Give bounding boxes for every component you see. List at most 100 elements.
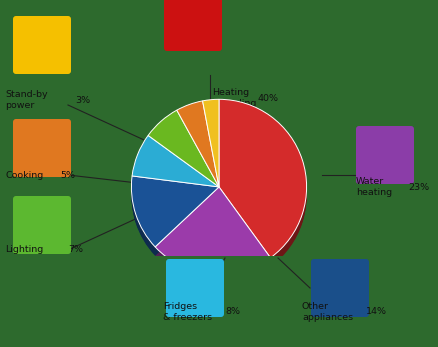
Wedge shape — [148, 113, 219, 190]
FancyBboxPatch shape — [311, 259, 369, 317]
Wedge shape — [148, 118, 219, 194]
Text: 3%: 3% — [75, 95, 90, 104]
Wedge shape — [203, 107, 219, 194]
Wedge shape — [148, 110, 219, 187]
Wedge shape — [131, 184, 219, 255]
Wedge shape — [203, 99, 219, 187]
Wedge shape — [148, 116, 219, 193]
Wedge shape — [177, 101, 219, 187]
FancyBboxPatch shape — [13, 16, 71, 74]
Wedge shape — [219, 108, 307, 266]
Wedge shape — [177, 101, 219, 187]
Wedge shape — [177, 104, 219, 190]
Wedge shape — [219, 106, 307, 264]
Text: 14%: 14% — [366, 307, 387, 316]
Wedge shape — [155, 189, 271, 277]
Wedge shape — [203, 100, 219, 188]
Text: Fridges
& freezers: Fridges & freezers — [163, 302, 212, 322]
Wedge shape — [203, 102, 219, 189]
Wedge shape — [219, 108, 307, 267]
Wedge shape — [203, 101, 219, 188]
Text: Stand-by
power: Stand-by power — [5, 90, 48, 110]
Text: 40%: 40% — [258, 93, 279, 102]
Text: Water
heating: Water heating — [356, 177, 392, 197]
Wedge shape — [203, 104, 219, 192]
Wedge shape — [219, 101, 307, 260]
Wedge shape — [148, 117, 219, 193]
Text: Heating
& cooling: Heating & cooling — [212, 88, 256, 108]
FancyBboxPatch shape — [13, 119, 71, 177]
Wedge shape — [131, 178, 219, 248]
Wedge shape — [155, 187, 271, 274]
Wedge shape — [131, 181, 219, 253]
Text: 7%: 7% — [68, 245, 83, 254]
Wedge shape — [132, 137, 219, 188]
Wedge shape — [177, 107, 219, 193]
Wedge shape — [177, 108, 219, 194]
Wedge shape — [131, 176, 219, 247]
Wedge shape — [219, 107, 307, 265]
Wedge shape — [177, 102, 219, 188]
Wedge shape — [132, 135, 219, 187]
Wedge shape — [219, 102, 307, 260]
Wedge shape — [148, 112, 219, 189]
Wedge shape — [177, 106, 219, 192]
Wedge shape — [203, 99, 219, 187]
Wedge shape — [132, 142, 219, 193]
Wedge shape — [155, 193, 271, 281]
Text: Lighting: Lighting — [5, 245, 43, 254]
Wedge shape — [148, 112, 219, 188]
Wedge shape — [155, 187, 271, 274]
Wedge shape — [155, 196, 271, 283]
Wedge shape — [155, 188, 271, 276]
Wedge shape — [155, 188, 271, 275]
Wedge shape — [155, 190, 271, 278]
Wedge shape — [148, 118, 219, 195]
Wedge shape — [219, 100, 307, 259]
Wedge shape — [177, 110, 219, 196]
Wedge shape — [219, 104, 307, 263]
Wedge shape — [131, 179, 219, 250]
Wedge shape — [203, 105, 219, 193]
Wedge shape — [132, 138, 219, 189]
Wedge shape — [155, 191, 271, 279]
Wedge shape — [131, 180, 219, 251]
FancyBboxPatch shape — [13, 196, 71, 254]
Wedge shape — [177, 105, 219, 191]
Wedge shape — [132, 136, 219, 188]
Text: 5%: 5% — [60, 170, 75, 179]
Wedge shape — [177, 107, 219, 193]
Wedge shape — [219, 99, 307, 258]
Wedge shape — [131, 177, 219, 248]
Wedge shape — [203, 108, 219, 196]
Wedge shape — [131, 183, 219, 253]
Wedge shape — [155, 193, 271, 280]
Wedge shape — [131, 181, 219, 252]
Wedge shape — [203, 103, 219, 190]
Wedge shape — [132, 144, 219, 196]
Wedge shape — [219, 103, 307, 261]
Wedge shape — [155, 192, 271, 279]
Wedge shape — [131, 178, 219, 249]
Wedge shape — [148, 114, 219, 191]
Wedge shape — [132, 144, 219, 195]
Text: Other
appliances: Other appliances — [302, 302, 353, 322]
Wedge shape — [219, 99, 307, 258]
Wedge shape — [132, 140, 219, 192]
Wedge shape — [219, 105, 307, 263]
Text: 8%: 8% — [225, 307, 240, 316]
Wedge shape — [131, 183, 219, 254]
Wedge shape — [155, 194, 271, 282]
Wedge shape — [177, 102, 219, 188]
Wedge shape — [148, 110, 219, 187]
Wedge shape — [132, 139, 219, 190]
Wedge shape — [132, 143, 219, 194]
FancyBboxPatch shape — [164, 0, 222, 51]
Wedge shape — [131, 176, 219, 247]
Wedge shape — [132, 141, 219, 193]
Text: Cooking: Cooking — [5, 170, 43, 179]
Wedge shape — [203, 103, 219, 191]
Wedge shape — [148, 119, 219, 196]
Wedge shape — [132, 135, 219, 187]
FancyBboxPatch shape — [166, 259, 224, 317]
